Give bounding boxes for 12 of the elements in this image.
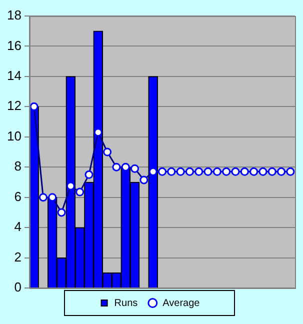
y-tick-label: 0	[14, 280, 22, 295]
y-tick-label: 10	[6, 128, 22, 144]
legend-label: Runs	[114, 298, 138, 309]
legend-label: Average	[162, 298, 200, 309]
y-tick-label: 12	[6, 98, 22, 114]
y-tick-label: 8	[14, 158, 22, 174]
y-tick-label: 2	[14, 249, 22, 264]
y-tick-label: 16	[6, 38, 22, 53]
y-tick-label: 18	[6, 8, 22, 23]
y-tick-label: 6	[14, 188, 22, 204]
y-tick-label: 4	[14, 219, 22, 234]
y-tick-label: 14	[6, 68, 22, 84]
